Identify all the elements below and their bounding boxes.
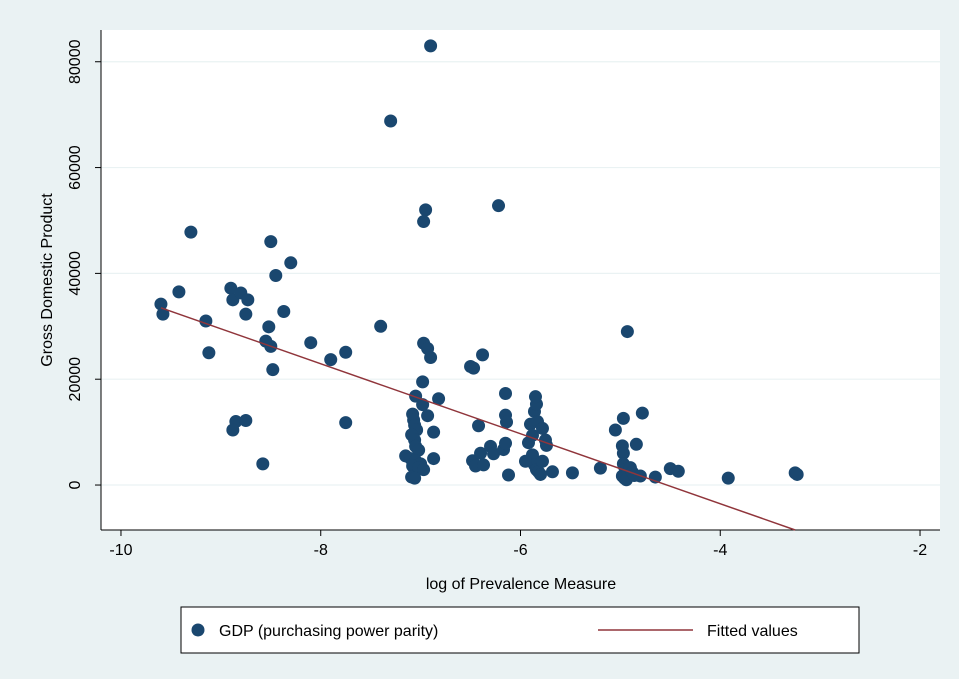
- scatter-point-25: [324, 353, 338, 367]
- scatter-point-24: [304, 336, 318, 350]
- y-axis-label: Gross Domestic Product: [39, 193, 56, 367]
- scatter-point-19: [277, 304, 291, 318]
- scatter-point-117: [671, 464, 685, 478]
- scatter-point-32: [374, 319, 388, 333]
- grid-lines: [101, 61, 940, 486]
- scatter-point-98: [620, 325, 634, 339]
- x-tick-label-2: -6: [513, 542, 527, 559]
- scatter-point-29: [239, 413, 253, 427]
- axes: 0 20000 40000 60000 80000 -10 -8 -6 -4 -2: [67, 30, 940, 559]
- scatter-point-4: [492, 199, 506, 213]
- scatter-point-2: [419, 203, 433, 217]
- scatter-point-69: [487, 447, 501, 461]
- scatter-point-58: [408, 471, 422, 485]
- scatter-point-1: [384, 114, 398, 128]
- scatter-point-20: [262, 320, 276, 334]
- scatter-point-81: [528, 390, 542, 404]
- scatter-point-14: [224, 281, 238, 295]
- scatter-point-59: [421, 409, 435, 423]
- scatter-point-62: [427, 452, 441, 466]
- scatter-point-120: [790, 467, 804, 481]
- x-tick-label-4: -2: [913, 542, 927, 559]
- scatter-point-74: [499, 436, 513, 450]
- scatter-point-37: [467, 361, 481, 375]
- scatter-point-78: [521, 436, 535, 450]
- x-tick-label-3: -4: [713, 542, 727, 559]
- scatter-point-26: [339, 345, 353, 359]
- legend-box: [180, 606, 860, 654]
- scatter-point-95: [593, 461, 607, 475]
- scatter-point-35: [424, 351, 438, 365]
- legend: GDP (purchasing power parity) Fitted val…: [180, 606, 860, 654]
- scatter-point-63: [472, 419, 486, 433]
- scatter-point-102: [616, 446, 630, 460]
- plot-area: [101, 30, 940, 530]
- scatter-point-118: [721, 471, 735, 485]
- scatter-point-31: [256, 457, 270, 471]
- legend-label-fit-line: Fitted values: [707, 623, 798, 640]
- scatter-point-3: [417, 215, 431, 229]
- scatter-point-71: [499, 386, 513, 400]
- scatter-point-67: [474, 446, 488, 460]
- scatter-point-6: [264, 235, 278, 249]
- scatter-point-94: [565, 466, 579, 480]
- scatter-point-41: [432, 392, 446, 406]
- x-tick-label-0: -10: [109, 542, 132, 559]
- scatter-point-17: [239, 307, 253, 321]
- scatter-point-99: [635, 406, 649, 420]
- scatter-point-75: [502, 468, 516, 482]
- y-tick-label-1: 20000: [67, 357, 84, 402]
- scatter-point-7: [284, 256, 298, 270]
- y-tick-label-3: 60000: [67, 145, 84, 190]
- scatter-point-97: [616, 411, 630, 425]
- scatter-point-93: [545, 465, 559, 479]
- fitted-line: [160, 307, 796, 531]
- scatter-point-39: [416, 375, 430, 389]
- scatter-point-96: [608, 423, 622, 437]
- scatter-point-11: [172, 285, 186, 299]
- scatter-point-83: [535, 421, 549, 435]
- scatter-point-100: [629, 437, 643, 451]
- scatter-point-61: [427, 425, 441, 439]
- scatter-point-90: [533, 467, 547, 481]
- data-layer: [154, 39, 804, 531]
- scatter-point-10: [156, 307, 170, 321]
- y-tick-label-2: 40000: [67, 251, 84, 296]
- scatter-point-18: [241, 293, 255, 307]
- scatter-point-38: [476, 348, 490, 362]
- scatter-point-30: [226, 423, 240, 437]
- scatter-point-56: [417, 463, 431, 477]
- x-axis-label: log of Prevalence Measure: [426, 576, 616, 593]
- scatter-point-66: [477, 458, 491, 472]
- y-tick-label-4: 80000: [67, 39, 84, 84]
- scatter-point-5: [184, 225, 198, 239]
- scatter-point-92: [535, 454, 549, 468]
- scatter-point-8: [269, 269, 283, 283]
- scatter-point-13: [202, 346, 216, 360]
- scatter-point-49: [412, 443, 426, 457]
- scatter-point-27: [339, 416, 353, 430]
- legend-label-scatter: GDP (purchasing power parity): [219, 623, 438, 640]
- scatter-point-23: [266, 363, 280, 377]
- legend-marker-scatter: [191, 623, 205, 637]
- y-tick-label-0: 0: [67, 480, 84, 489]
- scatter-point-91: [518, 454, 532, 468]
- scatter-point-9: [154, 297, 168, 311]
- x-tick-label-1: -8: [314, 542, 328, 559]
- scatter-point-73: [500, 415, 514, 429]
- scatter-point-0: [424, 39, 438, 53]
